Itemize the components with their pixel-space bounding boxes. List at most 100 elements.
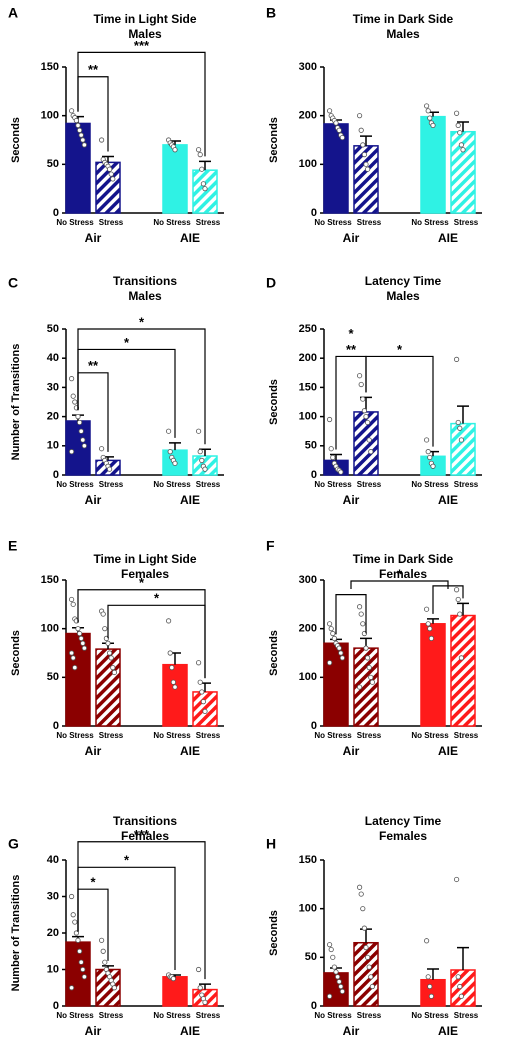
data-point: [326, 942, 333, 948]
data-point: [69, 893, 75, 900]
data-point: [99, 937, 105, 943]
significance-bracket: [432, 585, 464, 614]
data-point: [425, 621, 431, 627]
data-point: [423, 103, 430, 109]
y-tick-label: 20: [47, 411, 59, 423]
data-point: [69, 108, 75, 114]
data-point: [455, 122, 461, 129]
significance-label: **: [346, 342, 357, 357]
y-tick-label: 200: [299, 110, 317, 122]
data-point: [202, 186, 208, 192]
data-point: [338, 983, 344, 990]
data-point: [78, 635, 84, 642]
y-tick-label: 0: [311, 207, 317, 219]
group-label: AIE: [438, 1024, 458, 1038]
data-point: [457, 425, 463, 431]
bar: [353, 145, 379, 214]
data-point: [111, 985, 118, 991]
data-point: [77, 948, 83, 954]
bar: [420, 115, 446, 214]
data-point: [197, 985, 203, 991]
group-label: Air: [85, 493, 102, 507]
error-bar: [427, 618, 439, 624]
data-point: [368, 449, 374, 455]
x-tick-label: No Stress: [411, 218, 449, 227]
data-point: [196, 428, 202, 434]
data-point: [111, 669, 118, 676]
data-point: [81, 974, 88, 980]
data-point: [361, 152, 367, 158]
significance-label: ***: [134, 827, 150, 842]
data-point: [455, 596, 461, 603]
significance-label: ***: [134, 38, 150, 53]
data-point: [102, 959, 108, 965]
y-tick-label: 30: [47, 890, 59, 902]
data-point: [99, 446, 105, 452]
data-point: [427, 983, 433, 990]
data-point: [458, 993, 464, 999]
y-tick-label: 150: [299, 381, 317, 393]
y-tick-label: 10: [47, 963, 59, 975]
x-tick-label: Stress: [357, 480, 382, 489]
data-point: [363, 645, 369, 651]
data-point: [368, 674, 374, 680]
significance-bracket: [77, 841, 206, 980]
data-point: [336, 979, 342, 985]
data-point: [69, 376, 75, 382]
data-point: [363, 413, 369, 420]
data-point: [364, 166, 371, 172]
bar: [450, 969, 476, 1007]
y-tick-label: 50: [47, 323, 59, 335]
data-point: [170, 976, 176, 982]
data-point: [73, 930, 80, 936]
data-point: [81, 142, 88, 148]
data-point: [453, 876, 460, 883]
data-point: [330, 630, 336, 637]
data-point: [110, 664, 116, 671]
data-point: [197, 449, 203, 455]
data-point: [70, 655, 76, 661]
x-tick-label: Stress: [196, 1011, 221, 1020]
y-tick-label: 10: [47, 440, 59, 452]
x-tick-label: Stress: [454, 1011, 479, 1020]
data-point: [330, 954, 336, 960]
data-point: [425, 974, 431, 980]
data-point: [107, 650, 113, 656]
bar: [450, 614, 476, 727]
data-point: [453, 110, 460, 116]
data-point: [358, 891, 364, 897]
y-tick-label: 0: [53, 207, 59, 219]
bar: [65, 941, 91, 1007]
data-point: [166, 428, 172, 434]
y-tick-label: 0: [53, 720, 59, 732]
data-point: [356, 373, 363, 379]
y-axis-label: Number of Transitions: [10, 344, 22, 461]
chart-subtitle: Females: [379, 567, 427, 581]
data-point: [197, 679, 203, 685]
data-point: [200, 699, 206, 705]
data-point: [333, 120, 339, 126]
y-tick-label: 0: [53, 469, 59, 481]
data-point: [172, 460, 178, 466]
chart-title: Time in Light Side: [93, 552, 196, 566]
x-tick-label: Stress: [99, 1011, 124, 1020]
x-tick-label: No Stress: [314, 731, 352, 740]
y-tick-label: 250: [299, 323, 317, 335]
chart-title: Latency Time: [365, 814, 442, 828]
data-point: [80, 137, 86, 143]
bar: [323, 642, 349, 727]
x-tick-label: No Stress: [314, 480, 352, 489]
error-bar: [360, 928, 372, 943]
y-axis-label: Seconds: [268, 117, 280, 163]
significance-label: *: [139, 314, 145, 329]
x-tick-label: No Stress: [314, 218, 352, 227]
bar: [162, 663, 188, 727]
x-tick-label: No Stress: [153, 731, 191, 740]
data-point: [331, 964, 337, 970]
bar: [162, 144, 188, 214]
data-point: [430, 122, 436, 129]
data-point: [110, 176, 116, 182]
error-bar: [199, 983, 211, 990]
bar: [65, 420, 91, 476]
x-tick-label: No Stress: [411, 480, 449, 489]
